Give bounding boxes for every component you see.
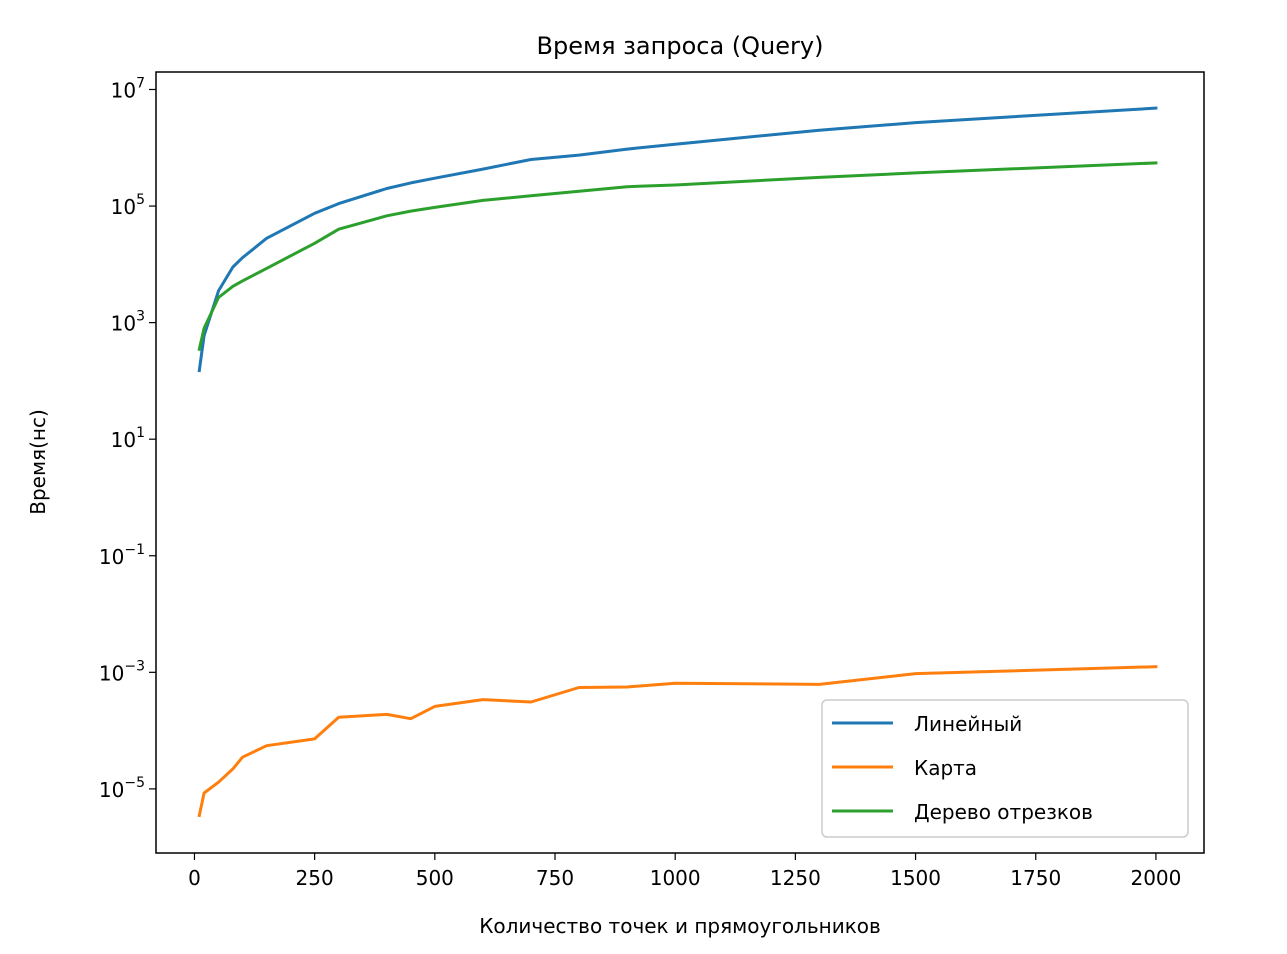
y-tick-base: 10 (111, 78, 136, 102)
x-tick-label: 750 (536, 866, 574, 890)
y-tick-label: 10−3 (99, 658, 145, 685)
chart-title: Время запроса (Query) (537, 32, 824, 60)
series-line (197, 106, 1158, 373)
legend-label: Дерево отрезков (914, 800, 1093, 824)
legend-label: Карта (914, 756, 977, 780)
y-tick-base: 10 (99, 545, 124, 569)
series-group (197, 106, 1158, 818)
x-tick-label: 1000 (650, 866, 701, 890)
x-axis-label: Количество точек и прямоугольников (479, 914, 881, 938)
legend-box (821, 699, 1189, 838)
plot-area (155, 71, 1205, 854)
y-tick-exponent: 5 (136, 192, 145, 208)
y-tick-exponent: −3 (124, 658, 145, 674)
series-line (197, 665, 1158, 818)
x-tick-label: 1750 (1010, 866, 1061, 890)
x-tick-label: 250 (296, 866, 334, 890)
y-tick-label: 107 (111, 75, 145, 102)
plot-frame (155, 71, 1205, 854)
y-tick-label: 101 (111, 425, 145, 452)
y-tick-base: 10 (111, 312, 136, 336)
y-tick-exponent: −5 (124, 775, 145, 791)
y-axis-label: Время(нс) (26, 409, 50, 515)
y-tick-exponent: 3 (136, 309, 145, 325)
series-line (197, 161, 1158, 351)
legend: Линейный Карта Дерево отрезков (821, 699, 1189, 838)
y-tick-base: 10 (99, 778, 124, 802)
legend-label: Линейный (914, 712, 1022, 736)
y-tick-base: 10 (111, 195, 136, 219)
x-tick-label: 2000 (1130, 866, 1181, 890)
x-tick-label: 500 (416, 866, 454, 890)
y-tick-base: 10 (99, 661, 124, 685)
y-tick-label: 103 (111, 309, 145, 336)
y-tick-exponent: −1 (124, 542, 145, 558)
x-axis: 0 250 500 750 1000 1250 1500 1750 2000 (188, 853, 1181, 890)
x-tick-label: 0 (188, 866, 201, 890)
y-tick-base: 10 (111, 428, 136, 452)
legend-items: Линейный Карта Дерево отрезков (832, 712, 1093, 824)
y-tick-label: 10−1 (99, 542, 145, 569)
y-tick-exponent: 7 (136, 75, 145, 91)
y-tick-label: 105 (111, 192, 145, 219)
x-tick-label: 1250 (770, 866, 821, 890)
y-tick-exponent: 1 (136, 425, 145, 441)
x-tick-label: 1500 (890, 866, 941, 890)
y-tick-label: 10−5 (99, 775, 145, 802)
